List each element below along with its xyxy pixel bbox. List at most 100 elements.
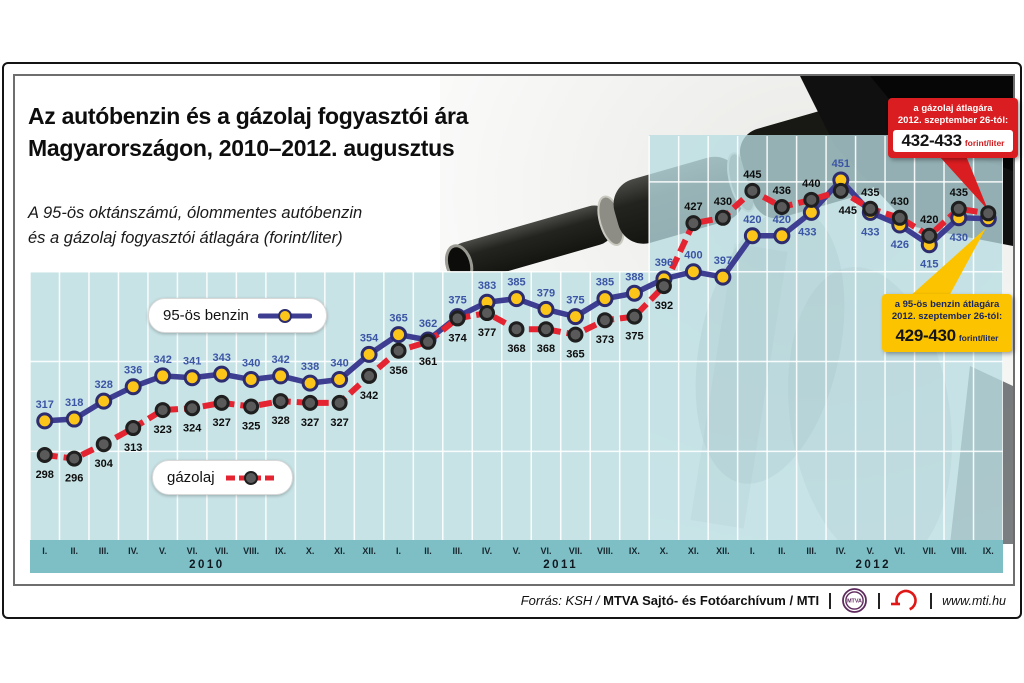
benzin-dot (566, 308, 584, 326)
value-label: 420 (920, 214, 938, 226)
value-label: 385 (507, 277, 525, 289)
month-tick-label: IV. (128, 546, 138, 556)
gazolaj-dot (272, 393, 289, 410)
month-tick-label: I. (42, 546, 47, 556)
gazolaj-dot (655, 278, 672, 295)
subtitle-line-2: és a gázolaj fogyasztói átlagára (forint… (28, 229, 343, 247)
callout-diesel-line2: 2012. szeptember 26-tól: (897, 115, 1009, 126)
value-label: 383 (478, 280, 496, 292)
month-tick-label: VIII. (243, 546, 259, 556)
value-label: 375 (625, 331, 643, 343)
value-label: 397 (714, 255, 732, 267)
gazolaj-dot (66, 450, 83, 467)
value-label: 433 (798, 226, 816, 238)
value-label: 296 (65, 473, 83, 485)
legend-benzin-label: 95-ös benzin (163, 307, 249, 324)
value-label: 317 (36, 399, 54, 411)
callout-petrol-line2: 2012. szeptember 26-tól: (891, 311, 1003, 322)
value-label: 354 (360, 332, 379, 344)
benzin-dot (537, 300, 555, 318)
value-label: 324 (183, 422, 202, 434)
value-label: 375 (566, 295, 584, 307)
benzin-dot (596, 290, 614, 308)
page-subtitle: A 95-ös oktánszámú, ólommentes autóbenzi… (28, 201, 362, 251)
gazolaj-dot (773, 199, 790, 216)
month-tick-label: II. (70, 546, 78, 556)
month-tick-label: XII. (716, 546, 730, 556)
gazolaj-dot (950, 200, 967, 217)
value-label: 368 (507, 343, 525, 355)
year-label: 2011 (543, 559, 578, 571)
benzin-dot (773, 227, 791, 245)
value-label: 435 (950, 187, 968, 199)
legend-benzin: 95-ös benzin (148, 298, 327, 333)
value-label: 328 (95, 379, 113, 391)
value-label: 318 (65, 397, 83, 409)
benzin-dot (213, 365, 231, 383)
benzin-dot (272, 367, 290, 385)
footer-separator (878, 592, 881, 609)
petrol-callout-tail (908, 228, 986, 298)
gazolaj-dot (302, 394, 319, 411)
benzin-dot (242, 371, 260, 389)
value-label: 392 (655, 300, 673, 312)
value-label: 338 (301, 361, 319, 373)
month-tick-label: X. (306, 546, 315, 556)
diesel-callout-tail (930, 146, 988, 210)
month-tick-label: IX. (629, 546, 640, 556)
benzin-line-sample-icon (257, 308, 312, 323)
gazolaj-dot (479, 305, 496, 322)
gazolaj-dot (980, 205, 997, 222)
month-tick-label: VI. (187, 546, 198, 556)
title-line-1: Az autóbenzin és a gázolaj fogyasztói ár… (28, 103, 469, 129)
value-label: 435 (861, 187, 879, 199)
callout-diesel-value: 432-433 (901, 131, 963, 150)
value-label: 420 (743, 214, 761, 226)
month-tick-label: II. (424, 546, 432, 556)
mti-logo (891, 589, 917, 612)
value-label: 313 (124, 442, 142, 454)
gazolaj-dot (685, 215, 702, 232)
value-label: 327 (212, 417, 230, 429)
value-label: 298 (36, 469, 54, 481)
value-label: 356 (389, 365, 407, 377)
value-label: 340 (242, 358, 260, 370)
month-tick-label: V. (866, 546, 874, 556)
gazolaj-dot (331, 394, 348, 411)
value-label: 430 (891, 196, 909, 208)
gazolaj-dot (891, 209, 908, 226)
gazolaj-dot (154, 402, 171, 419)
value-label: 379 (537, 287, 555, 299)
month-tick-label: VI. (894, 546, 905, 556)
value-label: 365 (389, 313, 407, 325)
month-tick-label: VIII. (597, 546, 613, 556)
gazolaj-dot (243, 398, 260, 415)
gazolaj-dot (714, 209, 731, 226)
value-label: 343 (212, 352, 230, 364)
value-label: 426 (891, 239, 909, 251)
x-axis-band (30, 540, 1003, 573)
svg-text:MTVA: MTVA (847, 599, 862, 605)
value-label: 427 (684, 201, 702, 213)
callout-diesel-line1: a gázolaj átlagára (913, 103, 993, 114)
gazolaj-dot (95, 436, 112, 453)
value-label: 430 (714, 196, 732, 208)
gazolaj-dot (921, 227, 938, 244)
title-line-2: Magyarországon, 2010–2012. augusztus (28, 135, 455, 161)
footer-separator (930, 592, 933, 609)
value-label: 420 (773, 214, 791, 226)
benzin-dot (360, 345, 378, 363)
month-tick-label: X. (660, 546, 669, 556)
gazolaj-dot (537, 321, 554, 338)
month-tick-label: II. (778, 546, 786, 556)
value-label: 400 (684, 250, 702, 262)
benzin-dot (301, 374, 319, 392)
gazolaj-dot (626, 308, 643, 325)
month-tick-label: VII. (569, 546, 583, 556)
gazolaj-dot (390, 342, 407, 359)
value-label: 365 (566, 349, 584, 361)
month-tick-label: IV. (482, 546, 492, 556)
value-label: 375 (448, 295, 466, 307)
value-label: 323 (154, 424, 172, 436)
gazolaj-dot (832, 182, 849, 199)
